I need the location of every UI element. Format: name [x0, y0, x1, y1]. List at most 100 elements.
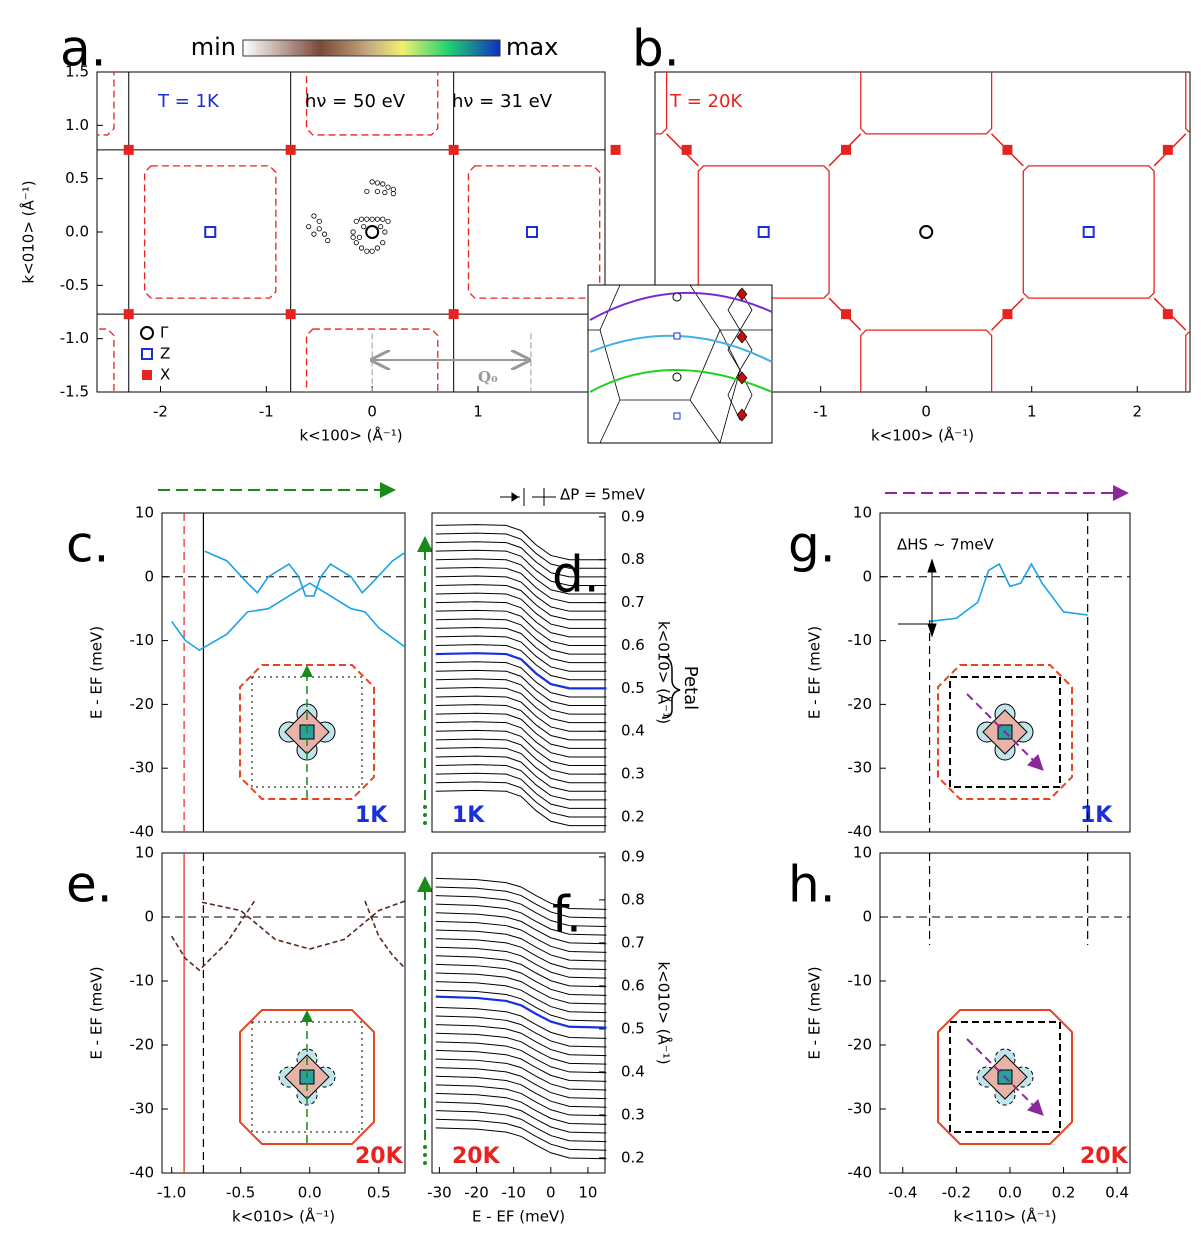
- fs-point: [374, 180, 381, 186]
- annotation: T = 1K: [157, 91, 220, 112]
- y-tick-label: 0: [144, 567, 154, 585]
- y-tick-label: 1.0: [65, 116, 89, 134]
- y-tick-label: -10: [848, 631, 873, 649]
- inset-z: [673, 412, 681, 420]
- y-tick-label: 0: [862, 567, 872, 585]
- dispersion: [171, 582, 406, 652]
- bz-line: [504, 0, 536, 2]
- panel-label: g.: [788, 516, 836, 574]
- panel-label: c.: [66, 516, 109, 574]
- fs-point: [385, 218, 391, 224]
- bz-outline: [143, 165, 277, 299]
- x-tick-label: -0.5: [226, 1184, 255, 1202]
- fs-point: [306, 224, 312, 230]
- x-tick-label: 0: [367, 403, 377, 421]
- x-tick-label: -10: [501, 1184, 526, 1202]
- edc: [435, 721, 607, 758]
- edc: [435, 1110, 607, 1143]
- dispersion: [929, 562, 1088, 623]
- edc: [435, 920, 607, 953]
- y-tick-label: -10: [130, 972, 155, 990]
- annotation: ΔP = 5meV: [560, 486, 646, 504]
- sketch-outline: [937, 664, 1073, 800]
- edc: [435, 764, 607, 801]
- x-tick-label: 0.5: [367, 1184, 391, 1202]
- y-axis-label: E - EF (meV): [806, 626, 824, 719]
- bz-line: [829, 0, 861, 2]
- inset-x: [736, 287, 748, 301]
- y-tick-label: -20: [848, 1036, 873, 1054]
- fs-point: [369, 179, 375, 185]
- temp-tag: 1K: [355, 803, 388, 828]
- y-axis-label: E - EF (meV): [806, 966, 824, 1059]
- y-tick-label: 0.6: [621, 636, 645, 654]
- fs-point: [358, 216, 365, 222]
- annotation: hν = 31 eV: [452, 91, 553, 112]
- y-tick-label: -30: [130, 1100, 155, 1118]
- edc: [435, 549, 607, 586]
- edc: [435, 895, 607, 928]
- y-tick-label: 0.5: [621, 679, 645, 697]
- x-axis-label: k<100> (Å⁻¹): [871, 426, 974, 445]
- y-tick-label: -20: [848, 695, 873, 713]
- fs-point: [390, 191, 396, 197]
- edc: [435, 532, 607, 569]
- bz-line: [1154, 627, 1186, 659]
- gap-marker: [500, 488, 556, 506]
- z-point: [1082, 226, 1095, 238]
- x-tick-label: 0: [546, 1184, 556, 1202]
- inset-x: [736, 371, 748, 385]
- inset-g: [672, 372, 682, 382]
- bz-line: [829, 462, 861, 494]
- bz-line: [992, 0, 1024, 2]
- bz-line: [667, 0, 699, 2]
- dispersion: [170, 900, 256, 972]
- x-tick-label: 0.4: [1105, 1184, 1129, 1202]
- x-axis-label: k<100> (Å⁻¹): [299, 426, 402, 445]
- edc: [435, 669, 607, 707]
- x-tick-label: -1: [259, 403, 274, 421]
- fs-point: [350, 234, 356, 240]
- y-tick-label: 0.9: [621, 507, 645, 525]
- edc: [435, 886, 607, 919]
- x-tick-label: -0.2: [942, 1184, 971, 1202]
- y-tick-label: -0.5: [60, 276, 89, 294]
- bz-line: [667, 0, 699, 2]
- edc: [435, 747, 607, 784]
- edc: [435, 903, 607, 936]
- inset-line: [689, 399, 721, 444]
- edc: [435, 678, 607, 715]
- y-axis-label: E - EF (meV): [88, 966, 106, 1059]
- edc: [435, 609, 607, 646]
- edc: [435, 981, 607, 1014]
- edc: [435, 687, 607, 724]
- cut: [966, 1038, 1044, 1116]
- edc: [435, 963, 607, 996]
- y-tick-label: -1.5: [60, 383, 89, 401]
- fs-point: [321, 231, 328, 237]
- bz-line: [504, 462, 536, 494]
- y-tick-label: 10: [135, 844, 154, 862]
- y-tick-label: -40: [848, 823, 873, 841]
- kz-arc: [589, 369, 773, 393]
- y-tick-label: 0.4: [621, 722, 645, 740]
- inset-line: [599, 329, 621, 401]
- edc: [435, 877, 607, 910]
- bz-line: [992, 462, 1024, 494]
- edc: [435, 1127, 607, 1160]
- inset-line: [599, 284, 721, 444]
- plot-frame: [161, 512, 406, 833]
- plot-frame: [879, 512, 1131, 833]
- edc: [435, 558, 607, 595]
- edc: [435, 661, 607, 698]
- sketch-outline: [239, 664, 375, 800]
- y-tick-label: -30: [848, 759, 873, 777]
- x-point: [681, 144, 692, 155]
- legend-mark: [140, 326, 154, 340]
- colorbar-min: min: [191, 33, 236, 61]
- x-tick-label: 1: [1027, 403, 1037, 421]
- fs-point: [380, 240, 386, 246]
- panel-label: b.: [632, 20, 680, 78]
- fs-point: [316, 218, 322, 224]
- y-tick-label: 0.8: [621, 550, 645, 568]
